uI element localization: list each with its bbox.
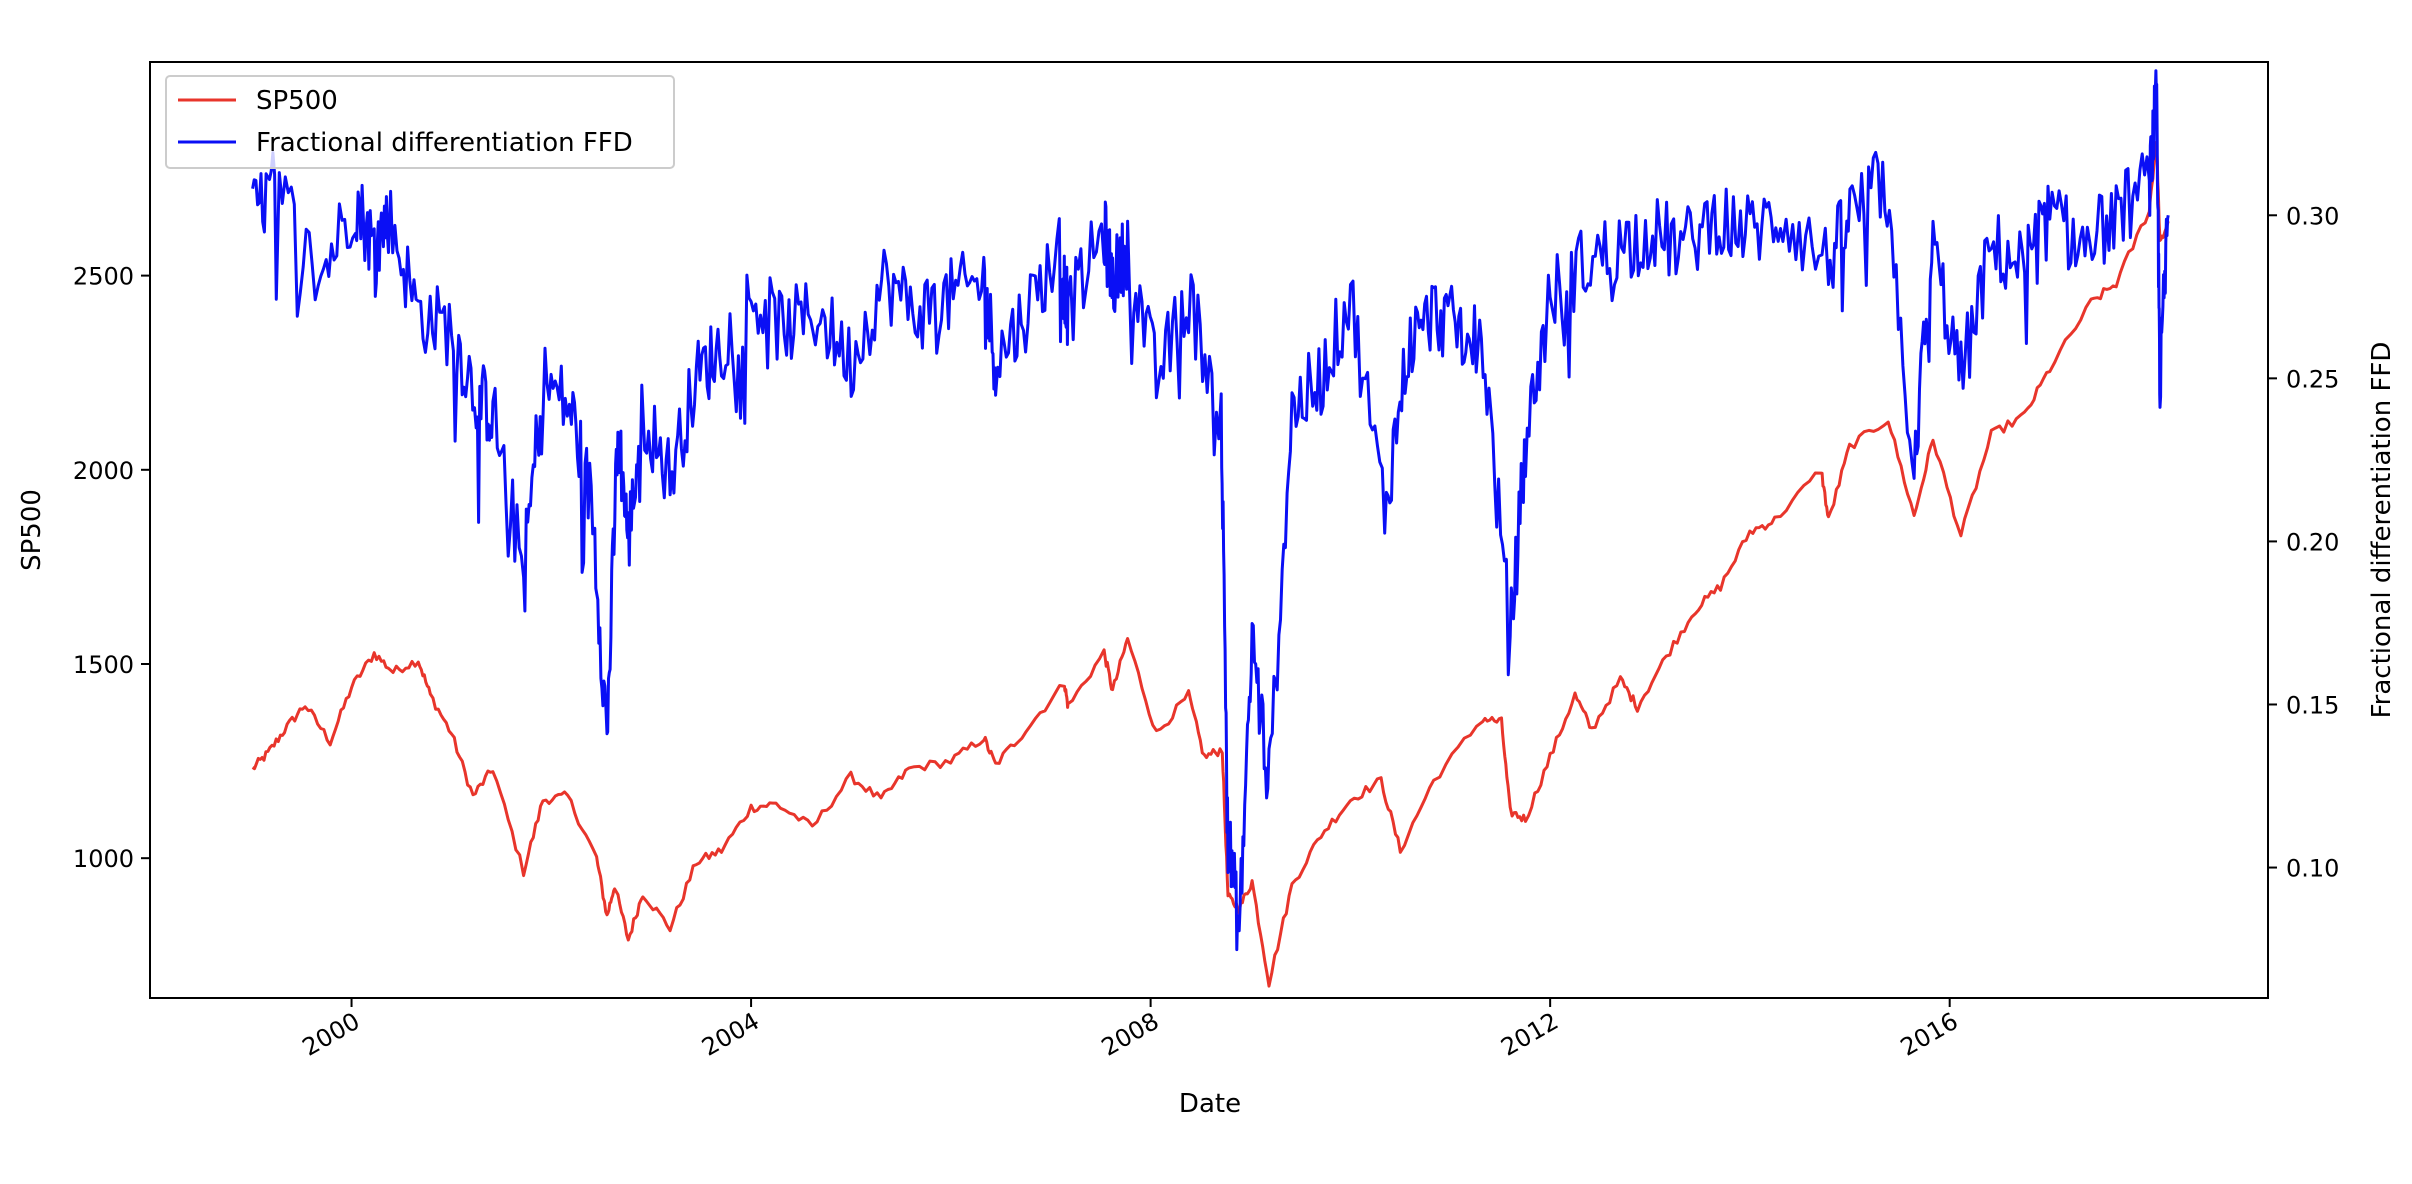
y-axis-left: 1000 1500 2000 2500 (73, 263, 150, 873)
legend-box (165, 75, 675, 169)
y-left-tick-label: 2500 (73, 263, 134, 291)
y-axis-left-label: SP500 (17, 489, 47, 571)
sp500-line (251, 140, 2170, 988)
y-right-tick-label: 0.20 (2286, 528, 2339, 556)
y-axis-right: 0.10 0.15 0.20 0.25 0.30 (2268, 202, 2339, 883)
y-right-tick-label: 0.15 (2286, 691, 2339, 719)
y-right-tick-label: 0.30 (2286, 202, 2339, 230)
ffd-line (251, 69, 2170, 952)
y-left-tick-label: 1000 (73, 845, 134, 873)
y-right-tick-label: 0.25 (2286, 365, 2339, 393)
y-axis-right-label: Fractional differentiation FFD (2367, 342, 2397, 719)
y-left-tick-label: 1500 (73, 651, 134, 679)
legend-label-sp500: SP500 (256, 86, 338, 116)
legend-label-ffd: Fractional differentiation FFD (256, 128, 633, 158)
y-right-tick-label: 0.10 (2286, 855, 2339, 883)
plot-frame (149, 61, 2269, 999)
x-axis-label: Date (1179, 1089, 1241, 1119)
ffd-series-group (251, 69, 2170, 952)
y-left-tick-label: 2000 (73, 457, 134, 485)
legend: SP500 Fractional differentiation FFD (165, 75, 675, 169)
sp500-series-group (251, 140, 2170, 988)
